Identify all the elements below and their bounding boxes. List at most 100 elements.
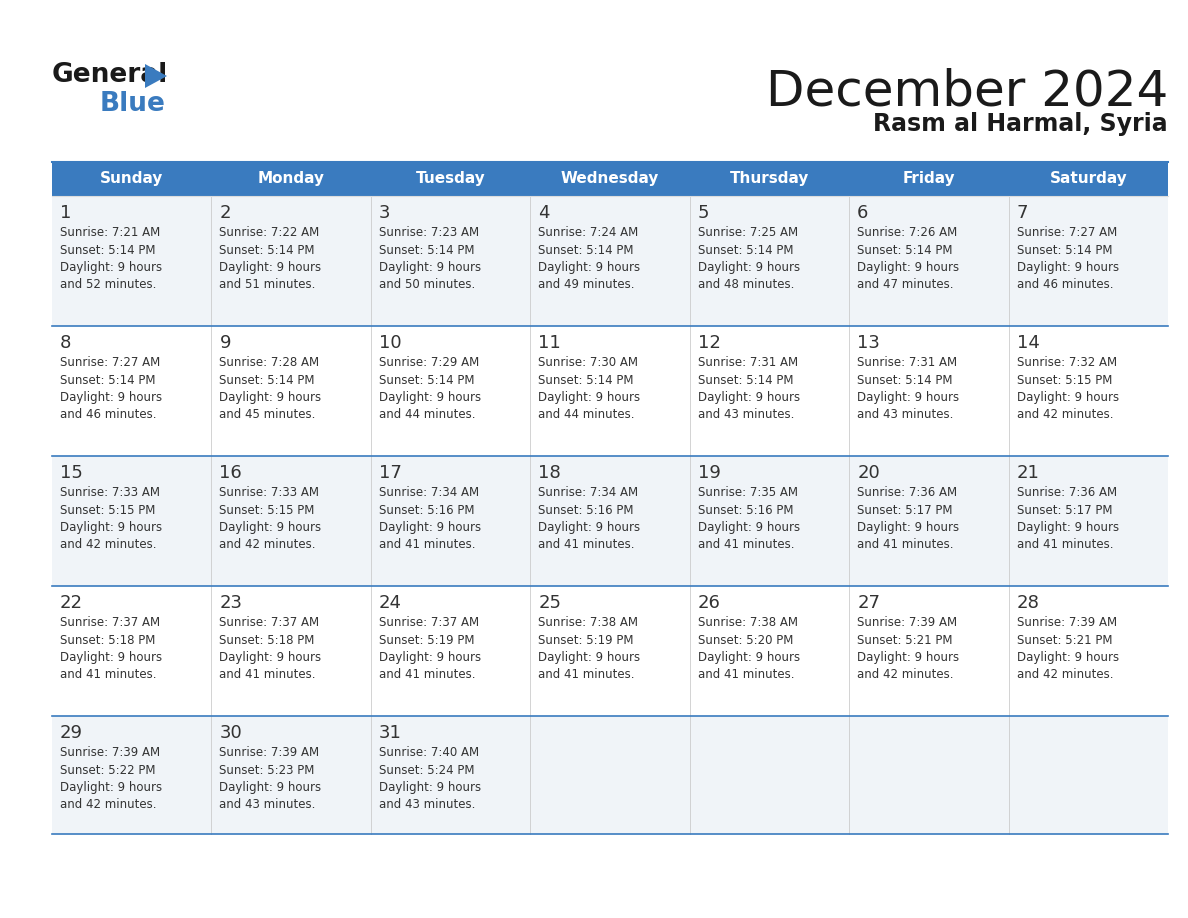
Text: Sunset: 5:14 PM: Sunset: 5:14 PM [61, 374, 156, 386]
Text: Sunrise: 7:25 AM: Sunrise: 7:25 AM [697, 226, 798, 239]
Text: Sunset: 5:17 PM: Sunset: 5:17 PM [1017, 503, 1112, 517]
Text: Sunrise: 7:33 AM: Sunrise: 7:33 AM [220, 486, 320, 499]
Text: 6: 6 [858, 204, 868, 222]
Text: Sunset: 5:14 PM: Sunset: 5:14 PM [220, 374, 315, 386]
Text: and 41 minutes.: and 41 minutes. [379, 539, 475, 552]
Text: and 43 minutes.: and 43 minutes. [858, 409, 954, 421]
Text: Sunrise: 7:36 AM: Sunrise: 7:36 AM [1017, 486, 1117, 499]
Text: Sunset: 5:14 PM: Sunset: 5:14 PM [61, 243, 156, 256]
Text: Daylight: 9 hours: Daylight: 9 hours [220, 651, 322, 664]
Bar [52, 162, 211, 196]
Text: Sunset: 5:17 PM: Sunset: 5:17 PM [858, 503, 953, 517]
Text: Daylight: 9 hours: Daylight: 9 hours [61, 781, 162, 794]
Text: Daylight: 9 hours: Daylight: 9 hours [379, 391, 481, 404]
Text: Sunrise: 7:39 AM: Sunrise: 7:39 AM [858, 616, 958, 629]
Bar [690, 162, 849, 196]
Text: and 42 minutes.: and 42 minutes. [61, 539, 157, 552]
Text: December 2024: December 2024 [766, 68, 1168, 116]
Text: 27: 27 [858, 594, 880, 612]
Text: and 48 minutes.: and 48 minutes. [697, 278, 794, 292]
Text: Sunset: 5:14 PM: Sunset: 5:14 PM [379, 374, 474, 386]
Text: 9: 9 [220, 334, 230, 352]
Text: Sunset: 5:15 PM: Sunset: 5:15 PM [1017, 374, 1112, 386]
Text: 23: 23 [220, 594, 242, 612]
Text: Sunrise: 7:26 AM: Sunrise: 7:26 AM [858, 226, 958, 239]
Text: Daylight: 9 hours: Daylight: 9 hours [61, 391, 162, 404]
Text: and 42 minutes.: and 42 minutes. [858, 668, 954, 681]
Text: Blue: Blue [100, 91, 166, 117]
Text: Sunrise: 7:38 AM: Sunrise: 7:38 AM [538, 616, 638, 629]
Text: Sunrise: 7:36 AM: Sunrise: 7:36 AM [858, 486, 958, 499]
Text: Sunset: 5:22 PM: Sunset: 5:22 PM [61, 764, 156, 777]
Bar [530, 162, 690, 196]
Text: Daylight: 9 hours: Daylight: 9 hours [220, 391, 322, 404]
Text: General: General [52, 62, 169, 88]
Text: Sunset: 5:15 PM: Sunset: 5:15 PM [61, 503, 156, 517]
Text: and 45 minutes.: and 45 minutes. [220, 409, 316, 421]
Bar [211, 162, 371, 196]
Text: and 42 minutes.: and 42 minutes. [1017, 668, 1113, 681]
Text: Sunrise: 7:27 AM: Sunrise: 7:27 AM [1017, 226, 1117, 239]
Text: Sunrise: 7:39 AM: Sunrise: 7:39 AM [1017, 616, 1117, 629]
Text: 11: 11 [538, 334, 561, 352]
Text: Sunrise: 7:39 AM: Sunrise: 7:39 AM [61, 746, 160, 759]
Text: and 51 minutes.: and 51 minutes. [220, 278, 316, 292]
Text: Saturday: Saturday [1049, 172, 1127, 186]
Text: and 46 minutes.: and 46 minutes. [1017, 278, 1113, 292]
Text: Daylight: 9 hours: Daylight: 9 hours [379, 521, 481, 534]
Text: Daylight: 9 hours: Daylight: 9 hours [538, 261, 640, 274]
Text: Daylight: 9 hours: Daylight: 9 hours [1017, 261, 1119, 274]
Text: Daylight: 9 hours: Daylight: 9 hours [1017, 521, 1119, 534]
Text: Daylight: 9 hours: Daylight: 9 hours [858, 261, 959, 274]
Text: and 49 minutes.: and 49 minutes. [538, 278, 634, 292]
Text: and 52 minutes.: and 52 minutes. [61, 278, 157, 292]
Text: 8: 8 [61, 334, 71, 352]
Text: Daylight: 9 hours: Daylight: 9 hours [220, 781, 322, 794]
Text: Sunrise: 7:31 AM: Sunrise: 7:31 AM [858, 356, 958, 369]
Text: Sunset: 5:18 PM: Sunset: 5:18 PM [220, 633, 315, 646]
Text: and 42 minutes.: and 42 minutes. [220, 539, 316, 552]
Text: 18: 18 [538, 464, 561, 482]
Text: Sunset: 5:14 PM: Sunset: 5:14 PM [220, 243, 315, 256]
Text: 14: 14 [1017, 334, 1040, 352]
Bar [52, 196, 1168, 326]
Text: 24: 24 [379, 594, 402, 612]
Text: 22: 22 [61, 594, 83, 612]
Bar [52, 716, 1168, 834]
Text: Sunset: 5:19 PM: Sunset: 5:19 PM [379, 633, 474, 646]
Text: and 42 minutes.: and 42 minutes. [61, 799, 157, 812]
Text: Daylight: 9 hours: Daylight: 9 hours [1017, 391, 1119, 404]
Text: and 41 minutes.: and 41 minutes. [697, 668, 795, 681]
Text: Sunrise: 7:34 AM: Sunrise: 7:34 AM [379, 486, 479, 499]
Bar [52, 326, 1168, 456]
Text: Daylight: 9 hours: Daylight: 9 hours [61, 651, 162, 664]
Text: Sunset: 5:18 PM: Sunset: 5:18 PM [61, 633, 156, 646]
Text: 29: 29 [61, 724, 83, 742]
Polygon shape [145, 64, 168, 88]
Text: 25: 25 [538, 594, 561, 612]
Text: Sunset: 5:21 PM: Sunset: 5:21 PM [858, 633, 953, 646]
Text: Wednesday: Wednesday [561, 172, 659, 186]
Text: Sunday: Sunday [100, 172, 164, 186]
Text: 1: 1 [61, 204, 71, 222]
Text: and 41 minutes.: and 41 minutes. [379, 668, 475, 681]
Text: Sunrise: 7:35 AM: Sunrise: 7:35 AM [697, 486, 797, 499]
Text: and 50 minutes.: and 50 minutes. [379, 278, 475, 292]
Text: and 41 minutes.: and 41 minutes. [538, 539, 634, 552]
Text: and 41 minutes.: and 41 minutes. [697, 539, 795, 552]
Text: Daylight: 9 hours: Daylight: 9 hours [538, 391, 640, 404]
Text: Sunrise: 7:40 AM: Sunrise: 7:40 AM [379, 746, 479, 759]
Text: Sunset: 5:16 PM: Sunset: 5:16 PM [538, 503, 633, 517]
Text: and 47 minutes.: and 47 minutes. [858, 278, 954, 292]
Text: 10: 10 [379, 334, 402, 352]
Text: Daylight: 9 hours: Daylight: 9 hours [379, 781, 481, 794]
Text: Daylight: 9 hours: Daylight: 9 hours [538, 521, 640, 534]
Text: Daylight: 9 hours: Daylight: 9 hours [697, 391, 800, 404]
Text: 20: 20 [858, 464, 880, 482]
Text: Sunset: 5:14 PM: Sunset: 5:14 PM [858, 243, 953, 256]
Text: and 44 minutes.: and 44 minutes. [538, 409, 634, 421]
Text: and 41 minutes.: and 41 minutes. [61, 668, 157, 681]
Text: Daylight: 9 hours: Daylight: 9 hours [379, 261, 481, 274]
Text: Sunset: 5:15 PM: Sunset: 5:15 PM [220, 503, 315, 517]
Text: Sunrise: 7:21 AM: Sunrise: 7:21 AM [61, 226, 160, 239]
